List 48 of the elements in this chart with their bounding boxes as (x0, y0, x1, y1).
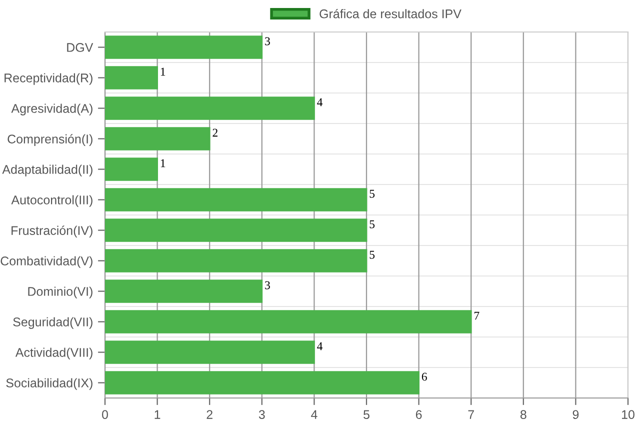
data-label: 7 (474, 312, 480, 320)
x-tick-label: 3 (258, 410, 265, 419)
bar (105, 371, 420, 394)
x-tick-label: 1 (154, 410, 160, 419)
y-tick-label: DGV (67, 43, 94, 52)
bar (105, 127, 210, 150)
x-tick-label: 0 (102, 410, 108, 419)
x-tick-label: 10 (622, 410, 634, 419)
y-tick-label: Frustración(IV) (12, 226, 92, 238)
bar (105, 340, 315, 364)
y-tick-label: Combatividad(V) (0, 256, 92, 268)
data-label: 1 (160, 159, 166, 168)
y-tick-label: Sociabilidad(IX) (6, 378, 92, 390)
bar (105, 188, 368, 212)
x-tick-label: 4 (311, 410, 318, 419)
bar (105, 249, 368, 272)
y-tick-label: Agresividad(A) (11, 104, 92, 116)
data-label: 5 (370, 190, 375, 198)
y-tick-label: Actividad(VIII) (15, 348, 92, 360)
y-tick-label: Autocontrol(III) (11, 195, 92, 207)
bar (105, 218, 368, 242)
data-label: 1 (160, 68, 166, 76)
data-label: 3 (265, 37, 270, 46)
data-label: 2 (212, 128, 218, 137)
y-tick-label: Receptividad(R) (4, 73, 92, 85)
bar (105, 310, 472, 334)
x-tick-label: 2 (206, 410, 212, 419)
y-tick-label: Comprensión(I) (8, 134, 92, 146)
y-tick-label: Adaptabilidad(II) (2, 164, 92, 176)
y-tick-label: Seguridad(VII) (13, 317, 92, 329)
bar (105, 66, 158, 90)
data-label: 5 (370, 250, 375, 259)
bar (105, 158, 158, 181)
legend-label: Gráfica de resultados IPV (320, 8, 462, 18)
x-tick-label: 8 (520, 410, 526, 419)
data-label: 6 (422, 372, 427, 381)
bar (105, 96, 315, 120)
bar (105, 36, 263, 59)
y-tick-label: Dominio(VI) (28, 286, 92, 298)
data-label: 4 (317, 342, 323, 350)
x-tick-label: 6 (416, 410, 422, 419)
x-tick-label: 5 (364, 410, 370, 419)
x-tick-label: 7 (468, 410, 474, 419)
data-label: 5 (370, 220, 375, 228)
data-label: 4 (317, 98, 323, 106)
bar (105, 280, 263, 303)
data-label: 3 (265, 281, 270, 290)
x-tick-label: 9 (572, 410, 579, 419)
